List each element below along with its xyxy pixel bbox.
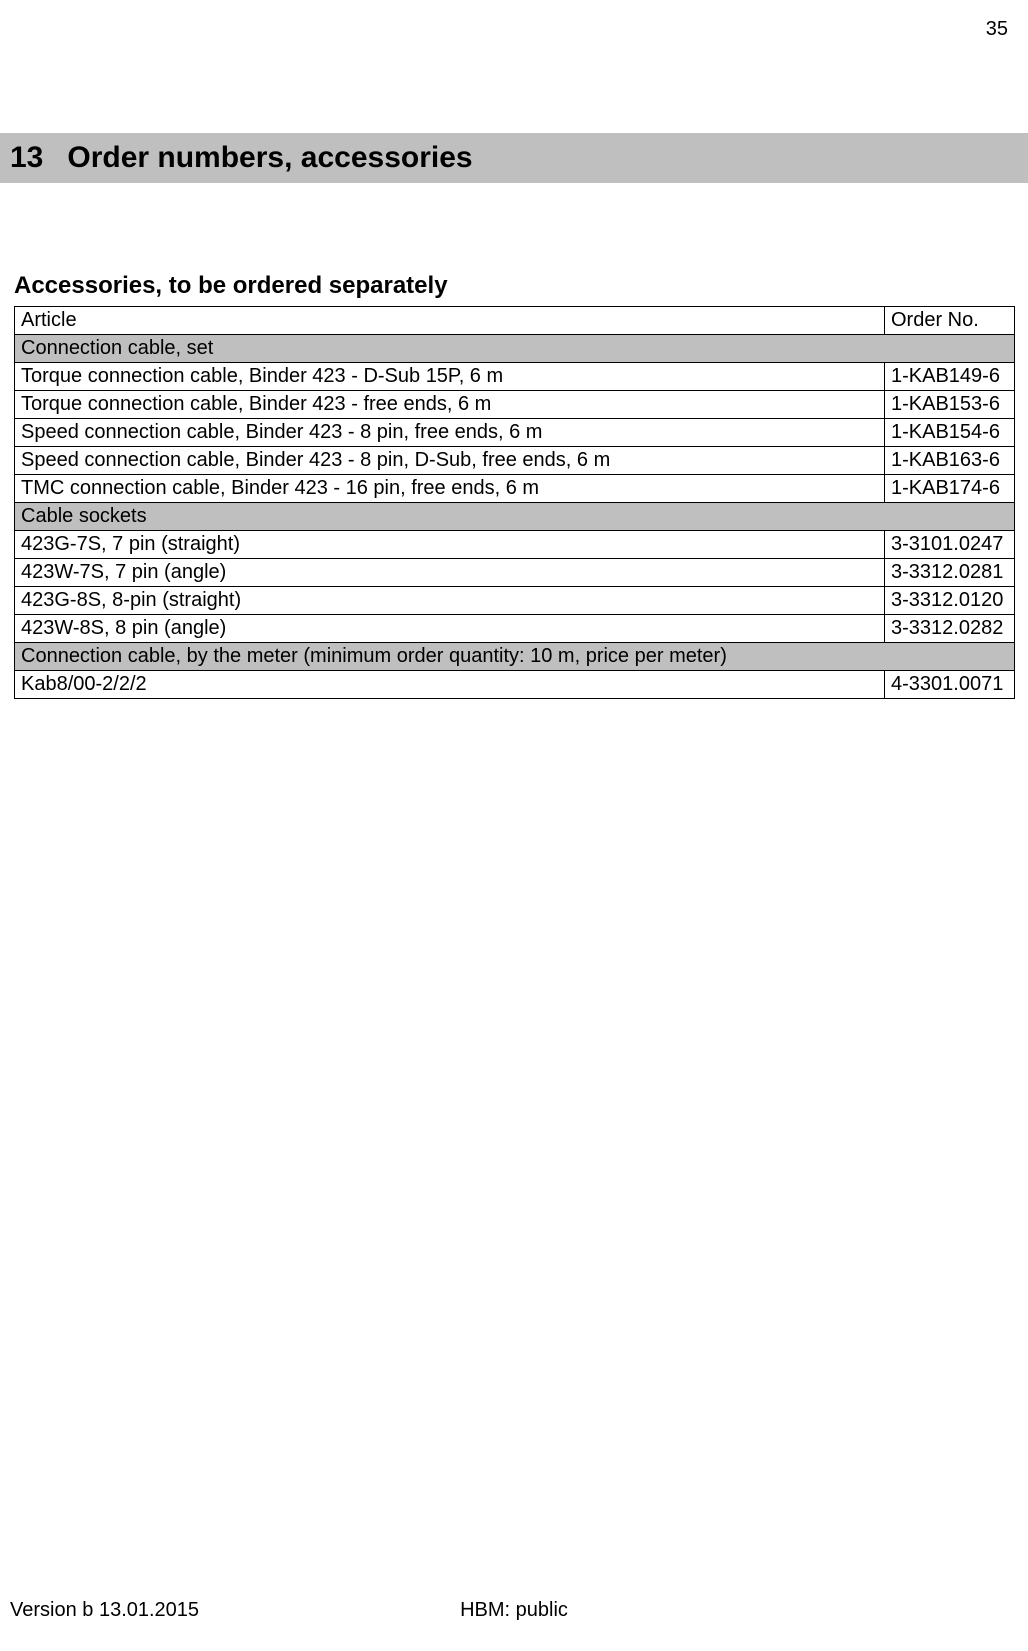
- cell-order: 1-KAB149-6: [885, 363, 1015, 391]
- cell-article: 423G-7S, 7 pin (straight): [15, 531, 885, 559]
- table-row: 423W-7S, 7 pin (angle)3-3312.0281: [15, 559, 1015, 587]
- table-row: 423W-8S, 8 pin (angle)3-3312.0282: [15, 615, 1015, 643]
- cell-order: 4-3301.0071: [885, 671, 1015, 699]
- table-section-row: Connection cable, by the meter (minimum …: [15, 643, 1015, 671]
- section-number: 13: [10, 141, 43, 175]
- cell-article: 423W-8S, 8 pin (angle): [15, 615, 885, 643]
- table-header-row: ArticleOrder No.: [15, 307, 1015, 335]
- table-section-row: Connection cable, set: [15, 335, 1015, 363]
- table-section-row: Cable sockets: [15, 503, 1015, 531]
- table-row: Kab8/00-2/2/24-3301.0071: [15, 671, 1015, 699]
- cell-article: Speed connection cable, Binder 423 ‐ 8 p…: [15, 419, 885, 447]
- cell-order: 3-3101.0247: [885, 531, 1015, 559]
- accessories-table: ArticleOrder No.Connection cable, setTor…: [14, 306, 1015, 699]
- accessories-subtitle: Accessories, to be ordered separately: [14, 272, 448, 300]
- cell-order: 3-3312.0281: [885, 559, 1015, 587]
- cell-order: 1-KAB153-6: [885, 391, 1015, 419]
- cell-article: TMC connection cable, Binder 423 ‐ 16 pi…: [15, 475, 885, 503]
- table-row: 423G-7S, 7 pin (straight)3-3101.0247: [15, 531, 1015, 559]
- table-section-label: Cable sockets: [15, 503, 1015, 531]
- table-row: TMC connection cable, Binder 423 ‐ 16 pi…: [15, 475, 1015, 503]
- cell-order: 1-KAB163-6: [885, 447, 1015, 475]
- cell-article: Torque connection cable, Binder 423 ‐ fr…: [15, 391, 885, 419]
- page-footer: Version b 13.01.2015 HBM: public: [0, 1599, 1028, 1629]
- cell-order: 3-3312.0282: [885, 615, 1015, 643]
- table-row: Speed connection cable, Binder 423 ‐ 8 p…: [15, 447, 1015, 475]
- cell-order: 1-KAB174-6: [885, 475, 1015, 503]
- cell-article: Speed connection cable, Binder 423 ‐ 8 p…: [15, 447, 885, 475]
- table-row: 423G-8S, 8-pin (straight)3-3312.0120: [15, 587, 1015, 615]
- cell-article: 423G-8S, 8-pin (straight): [15, 587, 885, 615]
- table-row: Torque connection cable, Binder 423 ‐ fr…: [15, 391, 1015, 419]
- document-page: 35 13 Order numbers, accessories Accesso…: [0, 0, 1028, 1651]
- footer-version: Version b 13.01.2015: [10, 1599, 199, 1622]
- accessories-table-container: ArticleOrder No.Connection cable, setTor…: [14, 306, 1014, 699]
- cell-order: 3-3312.0120: [885, 587, 1015, 615]
- cell-article: Torque connection cable, Binder 423 ‐ D‐…: [15, 363, 885, 391]
- page-number: 35: [986, 18, 1008, 41]
- footer-classification: HBM: public: [460, 1599, 568, 1622]
- table-row: Speed connection cable, Binder 423 ‐ 8 p…: [15, 419, 1015, 447]
- cell-article: 423W-7S, 7 pin (angle): [15, 559, 885, 587]
- column-header-order: Order No.: [885, 307, 1015, 335]
- column-header-article: Article: [15, 307, 885, 335]
- cell-order: 1-KAB154-6: [885, 419, 1015, 447]
- table-section-label: Connection cable, by the meter (minimum …: [15, 643, 1015, 671]
- cell-article: Kab8/00-2/2/2: [15, 671, 885, 699]
- section-title: Order numbers, accessories: [67, 141, 472, 175]
- table-section-label: Connection cable, set: [15, 335, 1015, 363]
- table-row: Torque connection cable, Binder 423 ‐ D‐…: [15, 363, 1015, 391]
- section-heading: 13 Order numbers, accessories: [0, 133, 1028, 183]
